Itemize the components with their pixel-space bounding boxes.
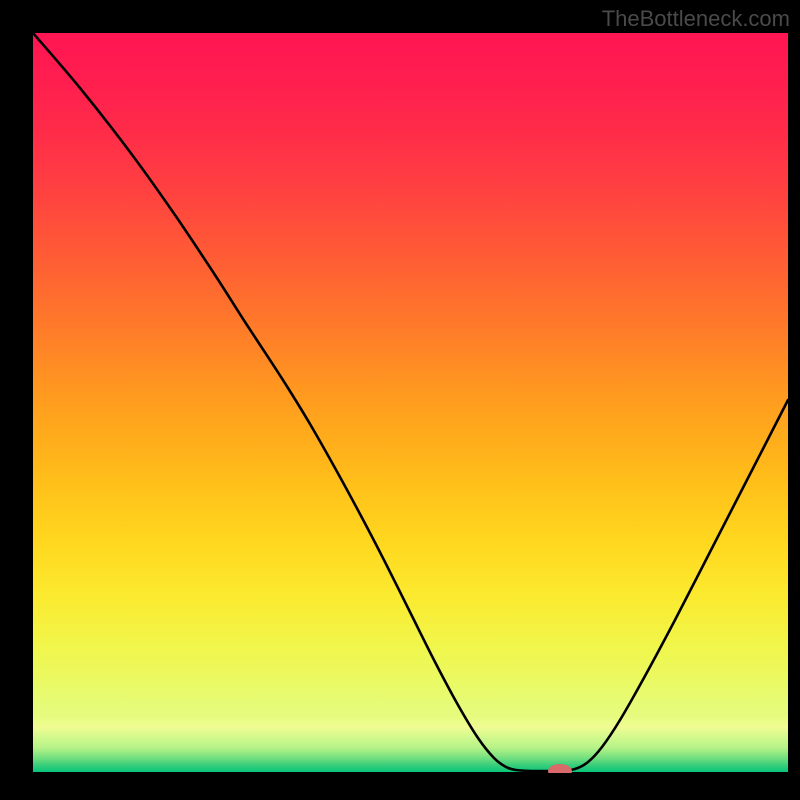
- watermark-text: TheBottleneck.com: [602, 6, 790, 32]
- bottleneck-chart: [0, 0, 800, 800]
- plot-background: [33, 33, 788, 773]
- chart-container: TheBottleneck.com: [0, 0, 800, 800]
